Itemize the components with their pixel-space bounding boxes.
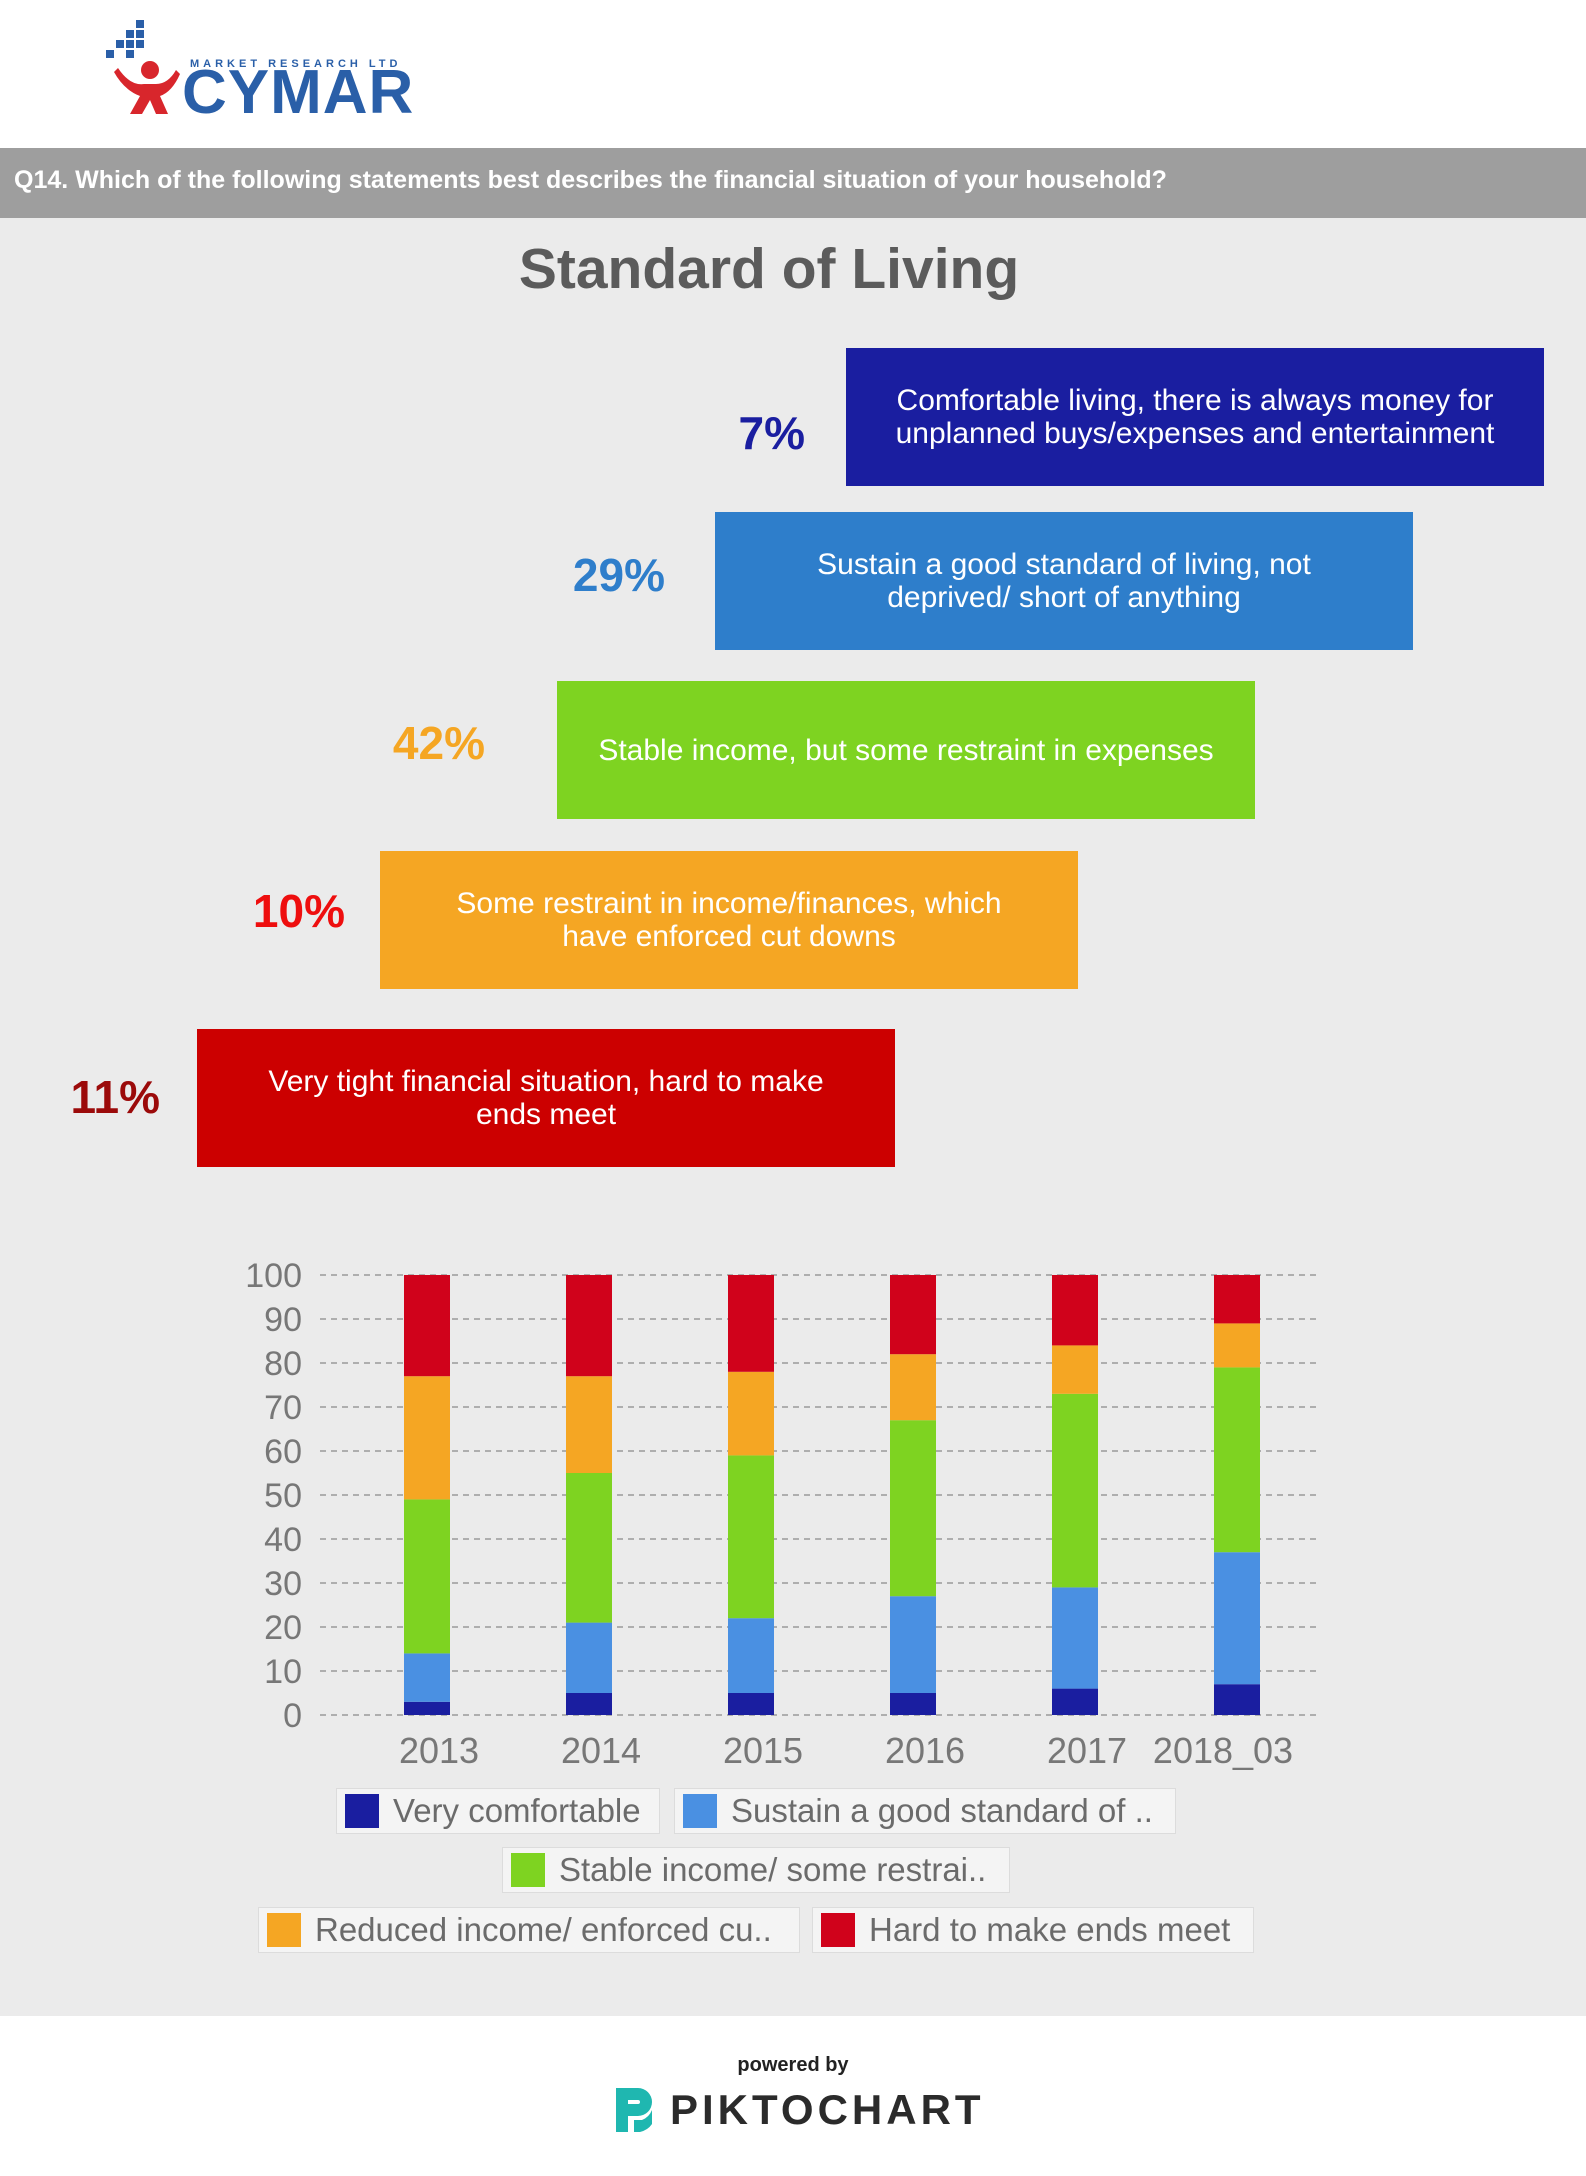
- legend-swatch: [821, 1913, 855, 1947]
- statement-label: Some restraint in income/finances, which…: [456, 887, 1002, 953]
- logo-tagline: MARKET RESEARCH LTD: [190, 58, 402, 70]
- bar-segment: [566, 1473, 612, 1623]
- y-tick-label: 50: [264, 1477, 302, 1515]
- y-tick-label: 0: [283, 1697, 302, 1735]
- y-tick-label: 60: [264, 1433, 302, 1471]
- stacked-bar-chart: 0 10 20 30 40 50 60 70 80 90 100 2013 2014 2015 2016 20…: [245, 1257, 1318, 1771]
- statement-percentage: 29%: [572, 549, 665, 601]
- y-tick-label: 30: [264, 1565, 302, 1603]
- y-tick-label: 10: [264, 1653, 302, 1691]
- y-tick-label: 20: [264, 1609, 302, 1647]
- bar-segment: [1052, 1275, 1098, 1346]
- piktochart-logo-icon: [616, 2088, 652, 2132]
- bar-segment: [404, 1653, 450, 1702]
- statement-percentage: 11%: [70, 1071, 160, 1123]
- legend-swatch: [511, 1853, 545, 1887]
- header: MARKET RESEARCH LTD CYMAR: [0, 0, 1586, 148]
- bar-segment: [566, 1622, 612, 1693]
- powered-by-label: powered by: [737, 2054, 849, 2076]
- x-tick-label: 2014: [561, 1730, 641, 1771]
- legend-item: Stable income/ some restrai..: [502, 1847, 1010, 1893]
- statement-box: Stable income, but some restraint in exp…: [557, 681, 1255, 819]
- bar-segment: [1214, 1684, 1260, 1715]
- cymar-logo-icon: [106, 20, 180, 114]
- x-tick-label: 2018_03: [1153, 1730, 1293, 1771]
- bar-segment: [1214, 1367, 1260, 1553]
- page-title: Standard of Living: [518, 237, 1020, 301]
- statement-box: Very tight financial situation, hard to …: [197, 1029, 895, 1167]
- legend-label: Hard to make ends meet: [869, 1911, 1231, 1948]
- statement-box: Comfortable living, there is always mone…: [846, 348, 1544, 486]
- bar-segment: [728, 1371, 774, 1456]
- legend-item: Very comfortable: [336, 1788, 660, 1834]
- bar-segment: [890, 1354, 936, 1421]
- bar-segment: [404, 1701, 450, 1715]
- x-tick-label: 2013: [399, 1730, 479, 1771]
- bar-segment: [1214, 1552, 1260, 1685]
- statement-label: Comfortable living, there is always mone…: [895, 384, 1495, 450]
- logo-wordmark: CYMAR: [182, 58, 415, 127]
- bar-segment: [1214, 1323, 1260, 1368]
- main-panel: Standard of Living 7% Comfortable living…: [0, 218, 1586, 2016]
- piktochart-wordmark: PIKTOCHART: [670, 2086, 985, 2133]
- bar-segment: [404, 1376, 450, 1500]
- bar-segment: [1052, 1587, 1098, 1689]
- statement-label: Very tight financial situation, hard to …: [268, 1065, 824, 1131]
- legend-label: Reduced income/ enforced cu..: [315, 1911, 772, 1948]
- bar-segment: [890, 1596, 936, 1693]
- bar-segment: [728, 1275, 774, 1372]
- bar-segment: [1052, 1345, 1098, 1394]
- legend-swatch: [683, 1794, 717, 1828]
- legend-swatch: [267, 1913, 301, 1947]
- statement-label: Sustain a good standard of living, not d…: [817, 548, 1311, 614]
- bar-segment: [890, 1693, 936, 1715]
- bar-segment: [566, 1376, 612, 1473]
- question-text: Q14. Which of the following statements b…: [0, 148, 1586, 218]
- bar-segment: [728, 1618, 774, 1693]
- statement-percentage: 42%: [392, 717, 485, 769]
- legend-swatch: [345, 1794, 379, 1828]
- x-tick-label: 2015: [723, 1730, 803, 1771]
- legend-label: Stable income/ some restrai..: [559, 1851, 987, 1888]
- bar-segment: [566, 1275, 612, 1377]
- y-tick-label: 70: [264, 1389, 302, 1427]
- bar-segment: [404, 1499, 450, 1654]
- y-tick-label: 90: [264, 1301, 302, 1339]
- legend-item: Hard to make ends meet: [812, 1907, 1254, 1953]
- bar-segment: [890, 1420, 936, 1597]
- statement-box: Some restraint in income/finances, which…: [380, 851, 1078, 989]
- piktochart-brand[interactable]: PIKTOCHART: [612, 2084, 985, 2136]
- statement-box: Sustain a good standard of living, not d…: [715, 512, 1413, 650]
- bar-segment: [566, 1693, 612, 1715]
- x-tick-label: 2016: [885, 1730, 965, 1771]
- legend-item: Reduced income/ enforced cu..: [258, 1907, 800, 1953]
- legend-label: Very comfortable: [393, 1792, 641, 1829]
- statement-label: Stable income, but some restraint in exp…: [598, 733, 1214, 767]
- legend-label: Sustain a good standard of ..: [731, 1792, 1153, 1829]
- footer: powered by PIKTOCHART: [0, 2016, 1586, 2176]
- y-tick-label: 100: [245, 1257, 302, 1295]
- bar-segment: [728, 1693, 774, 1715]
- legend-item: Sustain a good standard of ..: [674, 1788, 1176, 1834]
- statement-percentage: 7%: [738, 407, 805, 459]
- y-tick-label: 80: [264, 1345, 302, 1383]
- bar-segment: [1052, 1393, 1098, 1588]
- bar-segment: [1214, 1275, 1260, 1324]
- y-tick-label: 40: [264, 1521, 302, 1559]
- x-tick-label: 2017: [1047, 1730, 1127, 1771]
- bar-segment: [728, 1455, 774, 1619]
- statement-percentage: 10%: [252, 885, 345, 937]
- bar-segment: [1052, 1688, 1098, 1715]
- bar-segment: [890, 1275, 936, 1355]
- bar-segment: [404, 1275, 450, 1377]
